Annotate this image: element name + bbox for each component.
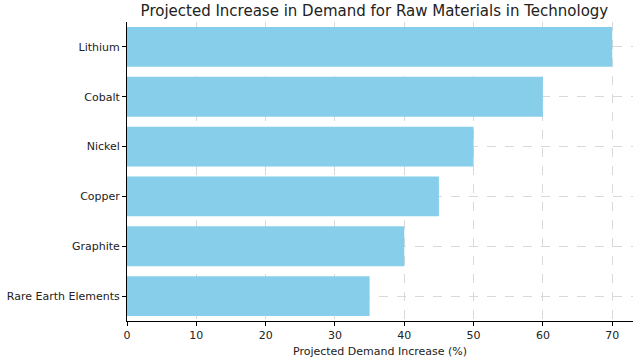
svg-text:Rare Earth Elements: Rare Earth Elements <box>7 290 120 303</box>
svg-text:70: 70 <box>605 329 619 342</box>
svg-text:Graphite: Graphite <box>72 240 120 253</box>
svg-text:60: 60 <box>536 329 550 342</box>
svg-text:Lithium: Lithium <box>79 41 120 54</box>
svg-text:Copper: Copper <box>80 190 120 203</box>
svg-text:Projected Demand Increase (%): Projected Demand Increase (%) <box>293 345 467 358</box>
svg-text:40: 40 <box>397 329 411 342</box>
svg-text:Cobalt: Cobalt <box>84 91 120 104</box>
svg-text:10: 10 <box>189 329 203 342</box>
svg-text:Projected Increase in Demand f: Projected Increase in Demand for Raw Mat… <box>141 2 609 20</box>
svg-text:0: 0 <box>124 329 131 342</box>
svg-text:50: 50 <box>467 329 481 342</box>
svg-text:20: 20 <box>259 329 273 342</box>
svg-text:Nickel: Nickel <box>87 140 120 153</box>
svg-text:30: 30 <box>328 329 342 342</box>
